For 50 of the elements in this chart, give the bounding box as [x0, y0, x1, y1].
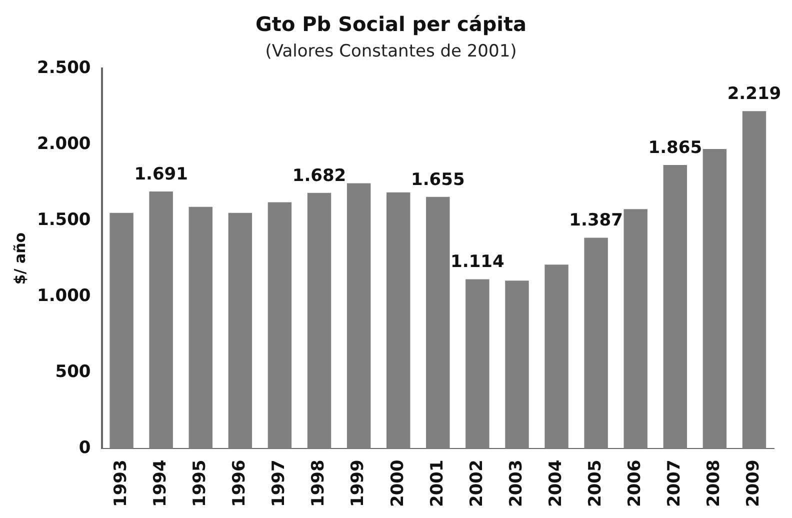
bar	[228, 212, 252, 449]
x-tick-label: 2003	[506, 460, 526, 508]
bar	[466, 279, 490, 449]
y-tick-label: 1.500	[36, 210, 91, 230]
data-label: 2.219	[727, 84, 782, 104]
y-axis-title: $/ año	[10, 232, 29, 285]
chart-subtitle: (Valores Constantes de 2001)	[265, 42, 517, 62]
bar	[624, 209, 648, 449]
x-tick-label: 1995	[190, 460, 210, 508]
bar	[149, 191, 173, 449]
bar	[742, 111, 766, 449]
y-tick-label: 2.000	[36, 134, 91, 154]
y-tick-label: 500	[55, 362, 91, 382]
x-tick-label: 1998	[308, 460, 329, 508]
data-label: 1.691	[134, 164, 188, 184]
y-tick-label: 1.000	[36, 286, 91, 306]
bar	[307, 192, 332, 449]
x-tick-label: 2001	[427, 460, 448, 508]
bar	[188, 206, 212, 449]
bar	[663, 164, 688, 449]
y-tick-label: 2.500	[36, 58, 91, 78]
x-tick-label: 1999	[348, 460, 368, 508]
x-tick-label: 2007	[664, 460, 685, 508]
bar	[505, 280, 529, 449]
y-tick-label: 0	[78, 438, 91, 458]
data-label: 1.865	[648, 138, 702, 158]
x-tick-label: 2006	[625, 460, 646, 508]
bar	[702, 149, 727, 449]
bar	[426, 196, 450, 449]
data-label: 1.114	[450, 252, 504, 272]
x-tick-label: 2005	[585, 460, 606, 508]
x-tick-label: 2008	[704, 460, 724, 508]
bar	[268, 202, 292, 449]
data-label: 1.655	[410, 170, 465, 190]
x-tick-label: 2009	[744, 460, 764, 508]
x-tick-label: 2000	[388, 460, 408, 508]
x-tick-label: 1994	[150, 460, 171, 508]
x-tick-label: 2002	[466, 460, 487, 508]
bar	[346, 183, 371, 449]
x-tick-label: 1997	[269, 460, 290, 508]
bar	[544, 264, 568, 449]
bar	[386, 192, 410, 449]
data-label: 1.387	[569, 210, 623, 231]
bar	[584, 238, 608, 449]
x-tick-label: 2004	[546, 460, 566, 508]
x-tick-label: 1993	[110, 460, 131, 508]
x-tick-label: 1996	[230, 460, 250, 508]
data-label: 1.682	[292, 166, 346, 186]
chart-title: Gto Pb Social per cápita	[255, 12, 527, 36]
bar	[110, 212, 134, 449]
